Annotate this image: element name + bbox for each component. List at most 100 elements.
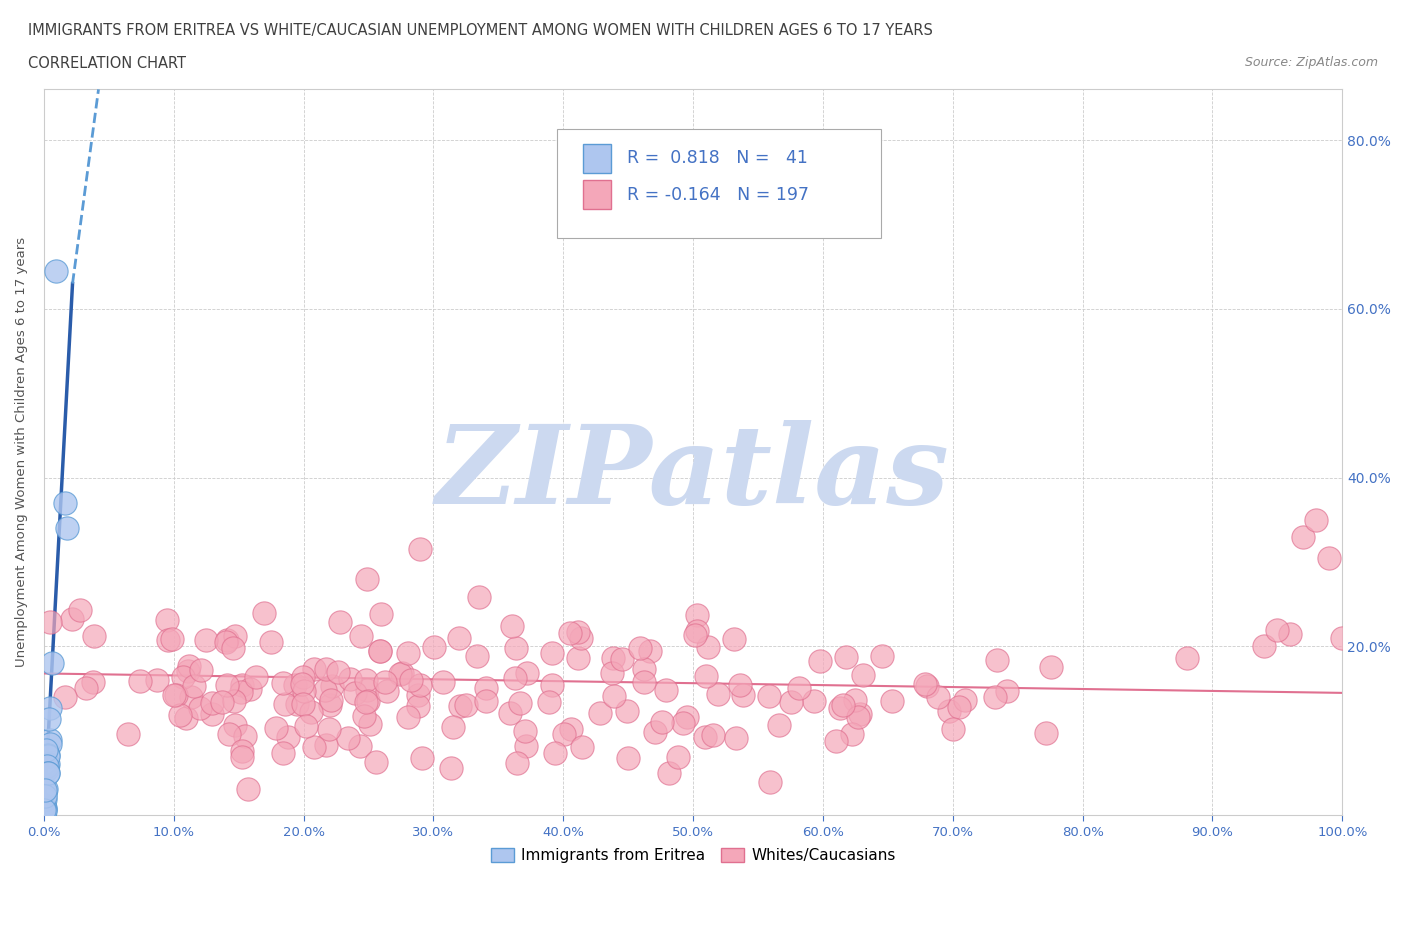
Point xyxy=(211,694,233,709)
Point xyxy=(612,652,634,667)
Point xyxy=(53,496,76,511)
Y-axis label: Unemployment Among Women with Children Ages 6 to 17 years: Unemployment Among Women with Children A… xyxy=(15,237,28,668)
Point xyxy=(32,782,55,797)
Point xyxy=(658,766,681,781)
Point xyxy=(233,728,256,743)
Point xyxy=(177,658,200,673)
Point xyxy=(321,679,343,694)
Point xyxy=(222,641,245,656)
Point xyxy=(723,631,745,646)
Point xyxy=(201,706,224,721)
Point xyxy=(571,739,593,754)
Point xyxy=(686,607,709,622)
Point xyxy=(655,683,678,698)
Point xyxy=(567,625,589,640)
Point xyxy=(841,726,863,741)
Point xyxy=(231,678,253,693)
Point xyxy=(396,710,419,724)
Point xyxy=(852,668,875,683)
Point xyxy=(34,791,56,806)
Text: ZIPatlas: ZIPatlas xyxy=(436,420,950,528)
Point xyxy=(215,635,238,650)
Point xyxy=(509,696,531,711)
Point xyxy=(75,681,97,696)
Point xyxy=(1305,512,1327,527)
Point xyxy=(672,716,695,731)
Point xyxy=(1317,551,1340,565)
Point xyxy=(229,684,252,699)
Point xyxy=(707,686,730,701)
Point xyxy=(374,675,396,690)
Point xyxy=(55,689,77,704)
Point xyxy=(1253,639,1275,654)
Point xyxy=(914,677,936,692)
Point xyxy=(231,750,253,764)
Point xyxy=(948,699,970,714)
Point xyxy=(39,615,62,630)
Point xyxy=(32,764,55,778)
Text: R =  0.818   N =   41: R = 0.818 N = 41 xyxy=(627,150,808,167)
Point xyxy=(468,590,491,604)
Point xyxy=(835,649,858,664)
Point xyxy=(986,653,1008,668)
FancyBboxPatch shape xyxy=(582,144,612,173)
Point xyxy=(183,678,205,693)
Point xyxy=(357,693,380,708)
Point xyxy=(83,628,105,643)
Point xyxy=(759,775,782,790)
Point xyxy=(162,631,184,646)
Point xyxy=(215,632,238,647)
Point xyxy=(163,687,186,702)
Point xyxy=(569,630,592,644)
Point xyxy=(831,698,853,712)
Point xyxy=(284,678,307,693)
Point xyxy=(253,605,276,620)
Point xyxy=(82,675,104,690)
Point xyxy=(780,695,803,710)
Point xyxy=(411,751,433,765)
Point xyxy=(880,694,903,709)
Point xyxy=(34,804,56,818)
Point xyxy=(155,613,177,628)
Point xyxy=(285,697,308,711)
Point xyxy=(239,682,262,697)
Point xyxy=(32,761,55,776)
Point xyxy=(315,662,337,677)
Point xyxy=(375,684,398,698)
Point xyxy=(803,694,825,709)
Point xyxy=(447,631,470,645)
Point xyxy=(697,640,720,655)
Point xyxy=(984,690,1007,705)
Point xyxy=(995,684,1018,698)
Point xyxy=(260,634,283,649)
Point xyxy=(156,632,179,647)
Point xyxy=(35,757,58,772)
Point xyxy=(32,755,55,770)
Point xyxy=(676,710,699,724)
Point xyxy=(808,654,831,669)
Point xyxy=(456,698,478,712)
Point xyxy=(399,672,422,687)
Point xyxy=(695,669,717,684)
Point xyxy=(32,782,55,797)
Point xyxy=(277,729,299,744)
Point xyxy=(449,698,471,713)
Legend: Immigrants from Eritrea, Whites/Caucasians: Immigrants from Eritrea, Whites/Caucasia… xyxy=(485,842,901,870)
Point xyxy=(266,721,288,736)
Point xyxy=(32,808,55,823)
Point xyxy=(1039,659,1062,674)
Point xyxy=(38,711,60,726)
Point xyxy=(396,645,419,660)
Point xyxy=(117,726,139,741)
Point xyxy=(32,808,55,823)
Point xyxy=(603,689,626,704)
Point xyxy=(302,662,325,677)
Point xyxy=(319,693,342,708)
Point xyxy=(359,716,381,731)
Point xyxy=(501,619,523,634)
Point xyxy=(37,747,59,762)
Text: IMMIGRANTS FROM ERITREA VS WHITE/CAUCASIAN UNEMPLOYMENT AMONG WOMEN WITH CHILDRE: IMMIGRANTS FROM ERITREA VS WHITE/CAUCASI… xyxy=(28,23,934,38)
FancyBboxPatch shape xyxy=(582,180,612,209)
Point xyxy=(406,687,429,702)
Point xyxy=(544,745,567,760)
